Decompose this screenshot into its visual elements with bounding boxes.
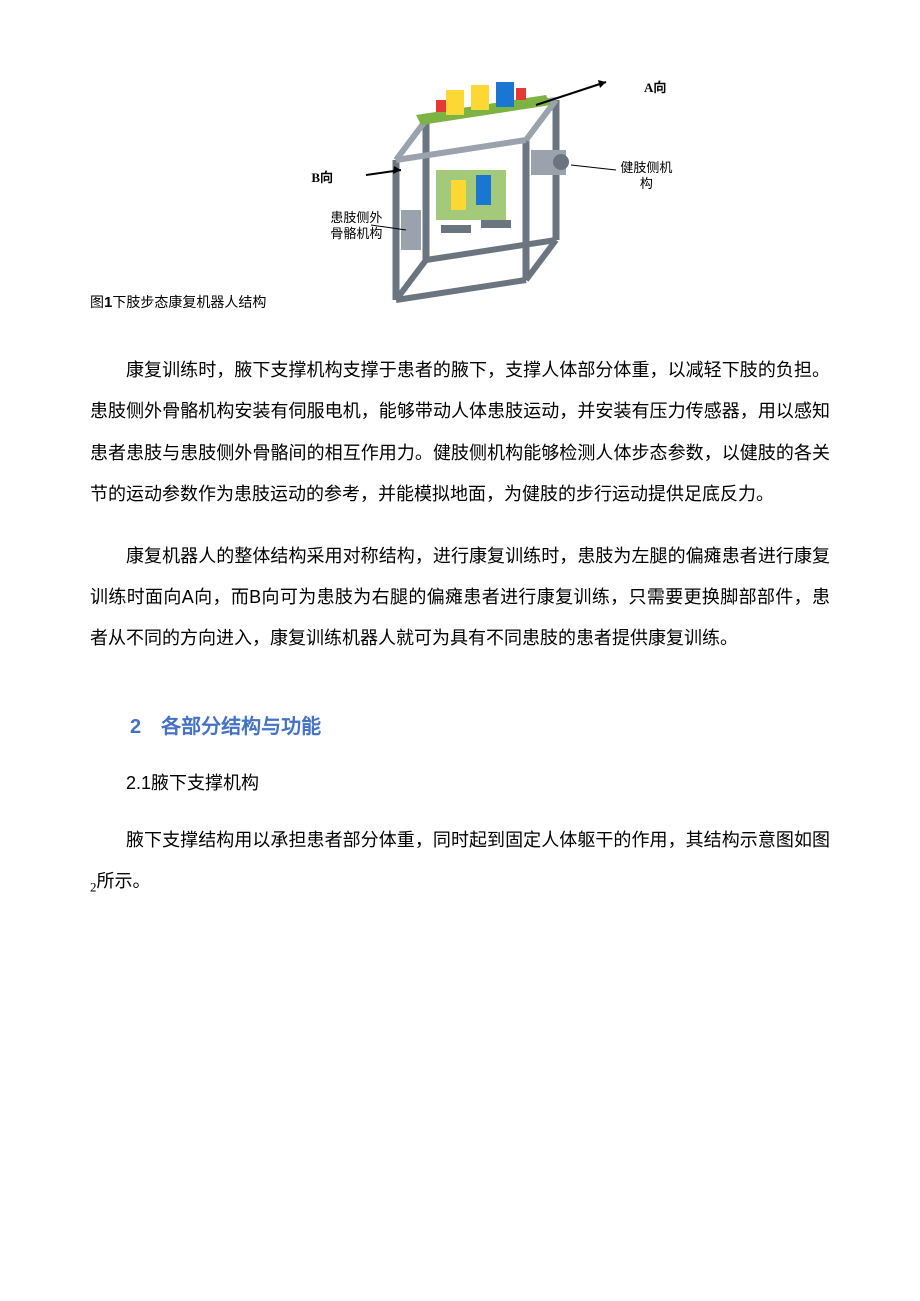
label-affected-side: 患肢侧外骨骼机构 [326, 210, 386, 241]
paragraph-1: 康复训练时，腋下支撑机构支撑于患者的腋下，支撑人体部分体重，以减轻下肢的负担。患… [90, 350, 830, 516]
p3-part2: 所示。 [97, 871, 151, 891]
caption-prefix: 图 [90, 296, 104, 311]
label-a-direction: A向 [644, 80, 666, 96]
p2-a: A [182, 587, 194, 607]
figure-1-caption: 图1下肢步态康复机器人结构 [90, 292, 266, 320]
caption-text: 下肢步态康复机器人结构 [112, 296, 266, 311]
section-title: 各部分结构与功能 [161, 716, 321, 738]
figure-1-diagram: A向 B向 健肢侧机构 患肢侧外骨骼机构 [306, 70, 676, 320]
label-b-direction: B向 [311, 170, 333, 186]
subsection-num: 2.1 [126, 773, 151, 793]
subsection-title: 腋下支撑机构 [151, 773, 259, 793]
robot-structure-svg [306, 70, 676, 320]
paragraph-3: 腋下支撑结构用以承担患者部分体重，同时起到固定人体躯干的作用，其结构示意图如图2… [90, 820, 830, 903]
p2-b: B [249, 587, 261, 607]
label-healthy-side: 健肢侧机构 [616, 160, 676, 191]
paragraph-2: 康复机器人的整体结构采用对称结构，进行康复训练时，患肢为左腿的偏瘫患者进行康复训… [90, 536, 830, 660]
section-2-heading: 2 各部分结构与功能 [90, 710, 830, 739]
subsection-2-1: 2.1腋下支撑机构 [90, 769, 830, 795]
section-num: 2 [130, 716, 141, 738]
p2-part2: 向，而 [194, 587, 249, 607]
p3-part1: 腋下支撑结构用以承担患者部分体重，同时起到固定人体躯干的作用，其结构示意图如图 [126, 830, 830, 850]
figure-1-block: 图1下肢步态康复机器人结构 [90, 70, 830, 320]
